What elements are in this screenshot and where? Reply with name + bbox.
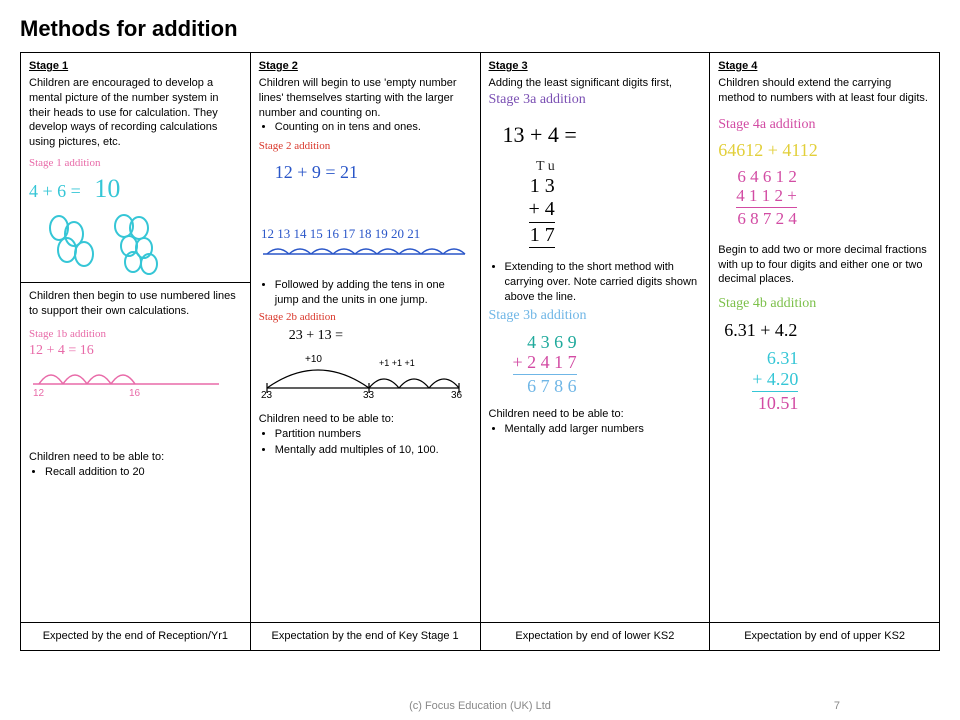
- svg-text:33: 33: [363, 390, 375, 398]
- stage-2-bullets-1: Counting on in tens and ones.: [259, 120, 472, 135]
- stage-1-p2: Children then begin to use numbered line…: [29, 289, 242, 319]
- stage-1-eq1: 4 + 6 = 10: [29, 171, 242, 206]
- stage-4-inline-eq: 64612 + 4112: [718, 138, 931, 162]
- svg-text:12 13 14 15 16 17 18 19 20 21: 12 13 14 15 16 17 18 19 20 21: [261, 226, 420, 241]
- svg-text:36: 36: [451, 390, 463, 398]
- page-footer: (c) Focus Education (UK) Ltd: [0, 700, 960, 712]
- stage-2-bullets-2: Followed by adding the tens in one jump …: [259, 278, 472, 308]
- stage-3-expectation: Expectation by end of lower KS2: [480, 623, 710, 651]
- stage-2-need-1: Mentally add multiples of 10, 100.: [275, 443, 472, 458]
- stage-3-need-0: Mentally add larger numbers: [505, 422, 702, 437]
- stage-1-expectation: Expected by the end of Reception/Yr1: [21, 623, 251, 651]
- stage-3-bullets-1: Extending to the short method with carry…: [489, 260, 702, 305]
- stage-3-bullet-1-0: Extending to the short method with carry…: [505, 260, 702, 305]
- stage-1-eq2: 12 + 4 = 16: [29, 342, 242, 361]
- stage-4-cell: Stage 4 Children should extend the carry…: [710, 53, 940, 623]
- counting-loops-icon: [29, 206, 199, 276]
- stage-1-eq1-lhs: 4 + 6 =: [29, 181, 81, 201]
- stage-4-header: Stage 4: [718, 59, 931, 74]
- stage-3-column-sum-1: T u 1 3 + 4 1 7: [529, 159, 555, 248]
- page-number: 7: [834, 700, 840, 712]
- stage-2-expectation: Expectation by the end of Key Stage 1: [250, 623, 480, 651]
- svg-text:23: 23: [261, 390, 273, 398]
- stage-2-hw-label-2: Stage 2b addition: [259, 310, 472, 325]
- stage-2-hw-label-1: Stage 2 addition: [259, 139, 472, 154]
- stage-1-eq1-rhs: 10: [94, 174, 120, 203]
- stage-3-hw-label-2: Stage 3b addition: [489, 307, 702, 326]
- stages-table: Stage 1 Children are encouraged to devel…: [20, 52, 940, 651]
- stage-1-cell: Stage 1 Children are encouraged to devel…: [21, 53, 251, 623]
- stage-2-bullet-1-0: Counting on in tens and ones.: [275, 120, 472, 135]
- stage-2-need-0: Partition numbers: [275, 427, 472, 442]
- stage-3-p1: Adding the least significant digits firs…: [489, 76, 702, 91]
- stage-4-hw-label-2: Stage 4b addition: [718, 295, 931, 314]
- stage-2-p1: Children will begin to use 'empty number…: [259, 76, 472, 121]
- page-title: Methods for addition: [20, 16, 940, 42]
- stage-3-needs-list: Mentally add larger numbers: [489, 422, 702, 437]
- stage-3-header: Stage 3: [489, 59, 702, 74]
- stage-2-needs-list: Partition numbers Mentally add multiples…: [259, 427, 472, 459]
- stage-2-eq1: 12 + 9 = 21: [275, 160, 472, 184]
- stage-3-hw-label-1: Stage 3a addition: [489, 91, 702, 110]
- stage-1-needs-header: Children need to be able to:: [29, 450, 242, 465]
- stage-2-cell: Stage 2 Children will begin to use 'empt…: [250, 53, 480, 623]
- stage-3-needs-header: Children need to be able to:: [489, 407, 702, 422]
- stage-4-expectation: Expectation by end of upper KS2: [710, 623, 940, 651]
- stage-1-p1: Children are encouraged to develop a men…: [29, 76, 242, 150]
- stage-1-hw-label-2: Stage 1b addition: [29, 327, 242, 342]
- stage-2-needs-header: Children need to be able to:: [259, 412, 472, 427]
- stage-4-column-sum-1: 6 4 6 1 2 4 1 1 2 + 6 8 7 2 4: [736, 167, 797, 229]
- stage-2-eq2: 23 + 13 =: [289, 327, 472, 346]
- stage-1-hw-label-1: Stage 1 addition: [29, 156, 242, 171]
- stage-2-bullet-2-0: Followed by adding the tens in one jump …: [275, 278, 472, 308]
- stage-4-p1: Children should extend the carrying meth…: [718, 76, 931, 106]
- stage-3-inline-eq: 13 + 4 =: [503, 120, 702, 150]
- stage-4-hw-label-1: Stage 4a addition: [718, 116, 931, 135]
- svg-text:+10: +10: [305, 354, 322, 365]
- svg-text:+1 +1 +1: +1 +1 +1: [379, 358, 415, 368]
- stage-3-column-sum-2: 4 3 6 9 + 2 4 1 7 6 7 8 6: [513, 332, 577, 397]
- stage-3-cell: Stage 3 Adding the least significant dig…: [480, 53, 710, 623]
- stage-2-jump-line-icon: 23 33 36 +10 +1 +1 +1: [259, 348, 469, 398]
- stage-4-eq2: 6.31 + 4.2: [724, 318, 931, 342]
- stage-2-header: Stage 2: [259, 59, 472, 74]
- svg-text:12: 12: [33, 388, 45, 399]
- stage-1-header: Stage 1: [29, 59, 242, 74]
- stage-1-needs-list: Recall addition to 20: [29, 465, 242, 480]
- stage-1-need-0: Recall addition to 20: [45, 465, 242, 480]
- stage-1-numberline-icon: 12 16: [29, 360, 229, 400]
- stage-4-p2: Begin to add two or more decimal fractio…: [718, 243, 931, 288]
- svg-text:16: 16: [129, 388, 141, 399]
- stage-2-numberline-icon: 12 13 14 15 16 17 18 19 20 21: [259, 224, 469, 264]
- stage-4-column-sum-2: 6.31 + 4.20 10.51: [752, 348, 798, 413]
